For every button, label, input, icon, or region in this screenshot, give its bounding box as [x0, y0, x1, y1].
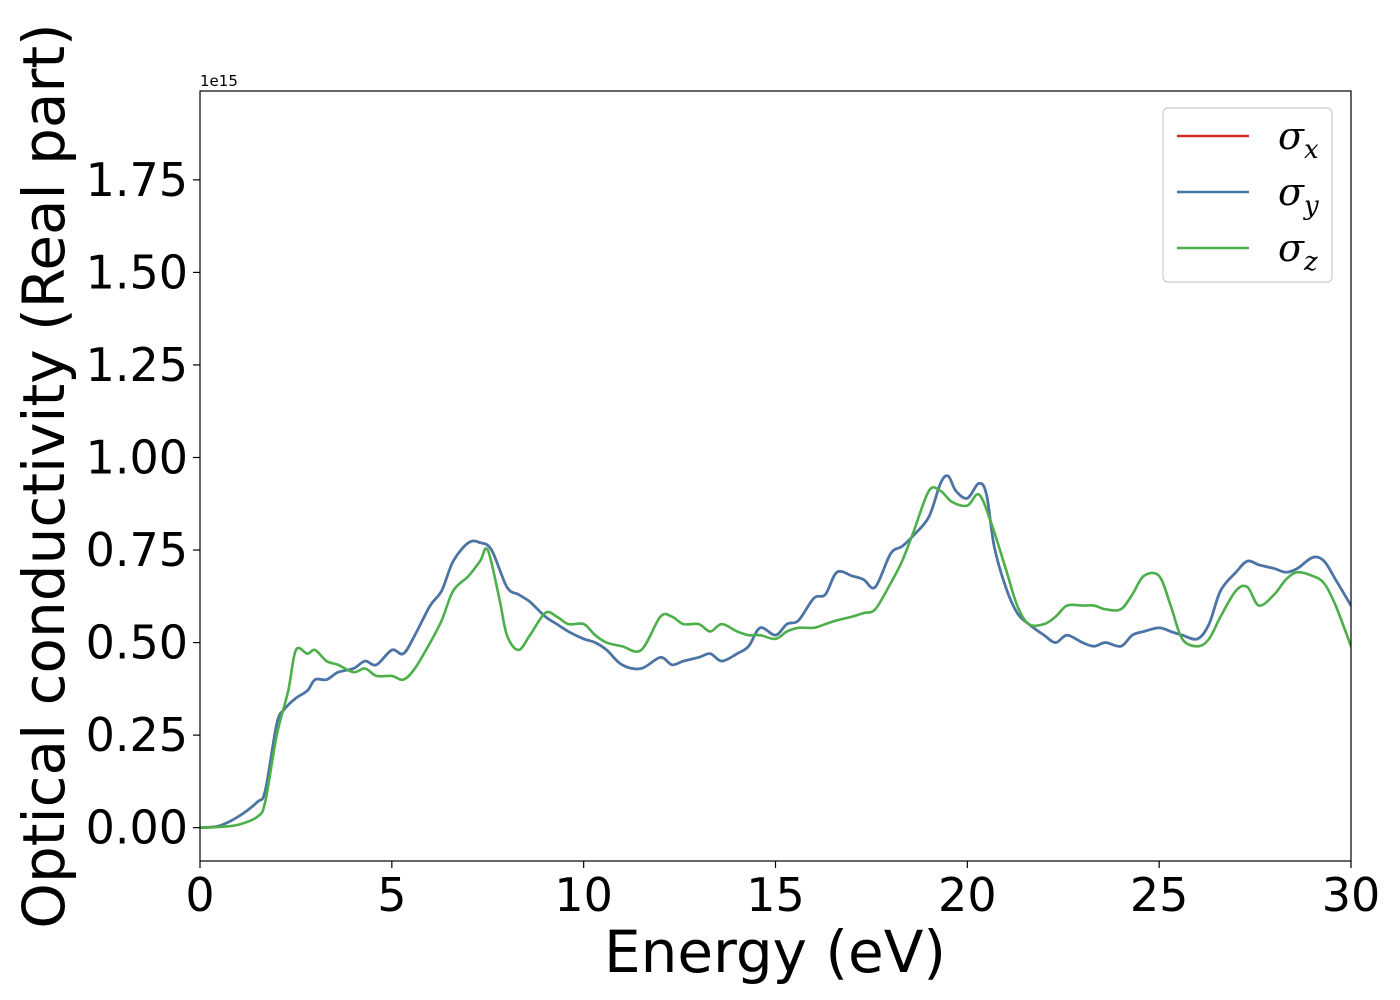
x-tick-label: 20 — [938, 868, 997, 922]
x-axis-title: Energy (eV) — [604, 918, 946, 986]
y-axis-title: Optical conductivity (Real part) — [10, 23, 78, 928]
y-tick-label: 0.25 — [86, 708, 188, 762]
y-tick-label: 0.75 — [86, 523, 188, 577]
y-scale-exponent: 1e15 — [200, 72, 238, 90]
series-layer — [200, 474, 1351, 829]
x-tick-label: 0 — [185, 868, 214, 922]
y-tick-label: 0.00 — [86, 801, 188, 855]
x-axis: 0 5 10 15 20 25 30 — [185, 861, 1380, 922]
x-tick-label: 5 — [377, 868, 406, 922]
legend-frame — [1162, 107, 1333, 283]
legend-label-sigma-z: σz — [1278, 226, 1318, 277]
series-line-sigma-z — [200, 486, 1351, 829]
y-tick-label: 0.50 — [86, 616, 188, 670]
x-tick-label: 30 — [1322, 868, 1381, 922]
y-axis: 0.00 0.25 0.50 0.75 1.00 1.25 1.50 1.75 — [86, 153, 200, 855]
y-tick-label: 1.50 — [86, 245, 188, 299]
legend-label-sigma-x: σx — [1278, 114, 1319, 165]
x-tick-label: 15 — [746, 868, 805, 922]
series-line-sigma-x — [200, 474, 1351, 829]
y-tick-label: 1.25 — [86, 338, 188, 392]
y-tick-label: 1.00 — [86, 430, 188, 484]
y-tick-label: 1.75 — [86, 153, 188, 207]
x-tick-label: 25 — [1130, 868, 1189, 922]
x-tick-label: 10 — [554, 868, 613, 922]
legend-label-sigma-y: σy — [1278, 170, 1319, 221]
series-line-sigma-y — [200, 474, 1351, 829]
